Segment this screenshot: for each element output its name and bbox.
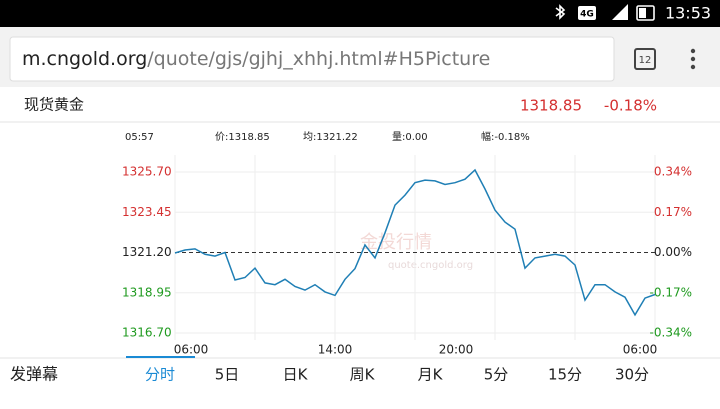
tabs-button[interactable] — [634, 48, 656, 70]
quote-price: 1318.85 — [520, 97, 582, 115]
url[interactable]: m.cngold.org/quote/gjs/gjhj_xhhj.html#H5… — [22, 48, 490, 70]
menu-dot[interactable] — [690, 48, 696, 54]
status-bar — [0, 0, 720, 27]
quote-change: -0.18% — [604, 97, 657, 115]
watermark-url: quote.cngold.org — [388, 260, 473, 271]
y2-tick-label: 0.34% — [654, 165, 692, 179]
tab[interactable]: 分时 — [145, 366, 175, 384]
x-tick-label: 06:00 — [623, 343, 658, 357]
watermark-text: 金投行情 — [360, 232, 432, 253]
battery-icon — [636, 5, 655, 21]
y-tick-label: 1318.95 — [122, 285, 172, 299]
clock: 13:53 — [665, 4, 711, 23]
y2-tick-label: 0.17% — [654, 205, 692, 219]
x-tick-label: 20:00 — [439, 343, 474, 357]
y2-tick-label: -0.34% — [650, 326, 692, 340]
signal-icon — [612, 4, 628, 20]
info-item: 价:1318.85 — [215, 131, 270, 143]
tab[interactable]: 30分 — [615, 366, 649, 384]
info-item: 均:1321.22 — [303, 131, 358, 143]
tab[interactable]: 周K — [350, 366, 376, 384]
info-item: 量:0.00 — [392, 131, 428, 143]
tab[interactable]: 月K — [418, 366, 444, 384]
price-line — [174, 168, 656, 317]
x-tick-label: 14:00 — [318, 343, 353, 357]
url-box[interactable] — [9, 36, 615, 82]
url-domain: m.cngold.org — [22, 48, 147, 70]
menu-dot[interactable] — [690, 64, 696, 70]
battery-level — [639, 8, 646, 18]
quote-name: 现货黄金 — [24, 96, 84, 114]
y2-tick-label: -0.17% — [650, 285, 692, 299]
info-item: 05:57 — [125, 132, 154, 143]
network-badge — [578, 6, 596, 20]
danmaku-button[interactable]: 发弹幕 — [10, 365, 58, 384]
tab[interactable]: 5分 — [484, 366, 509, 384]
y2-tick-label: 0.00% — [654, 245, 692, 259]
info-item: 幅:-0.18% — [481, 130, 530, 143]
tab[interactable]: 日K — [283, 366, 309, 384]
menu-dot[interactable] — [690, 56, 696, 62]
url-path: /quote/gjs/gjhj_xhhj.html#H5Picture — [147, 48, 490, 70]
tab[interactable]: 5日 — [215, 366, 240, 384]
tab[interactable]: 15分 — [548, 366, 582, 384]
tab-count: 12 — [639, 55, 652, 66]
y-tick-label: 1316.70 — [122, 326, 172, 340]
y-tick-label: 1323.45 — [122, 205, 172, 219]
network-type: 4G — [580, 10, 594, 20]
y-tick-label: 1321.20 — [122, 245, 172, 259]
x-tick-label: 06:00 — [174, 343, 209, 357]
y-tick-label: 1325.70 — [122, 165, 172, 179]
bluetooth-icon — [555, 4, 566, 20]
